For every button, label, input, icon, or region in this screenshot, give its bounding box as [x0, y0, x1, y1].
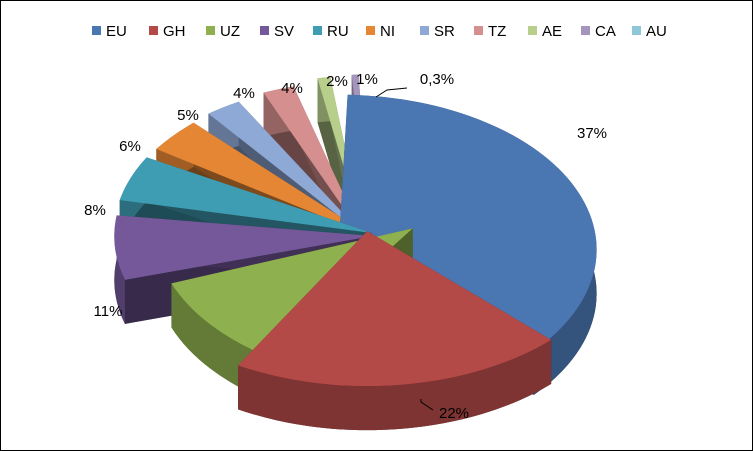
- data-label-sv: 8%: [84, 202, 106, 219]
- legend: EU GH UZ SV RU NI SR TZ AE CA AU: [92, 23, 667, 40]
- data-label-ca: 1%: [356, 71, 378, 88]
- data-label-gh: 22%: [439, 405, 469, 422]
- leader-line-au: [375, 87, 408, 98]
- slice-top-eu: [338, 94, 597, 351]
- slice-top-ru: [119, 157, 372, 233]
- slice-gh: [238, 231, 552, 431]
- legend-label-sv: SV: [274, 23, 294, 40]
- legend-swatch-tz: [474, 26, 483, 35]
- legend-swatch-au: [632, 26, 641, 35]
- data-label-tz: 4%: [281, 80, 303, 97]
- data-label-ni: 5%: [177, 107, 199, 124]
- data-label-ae: 2%: [326, 73, 348, 90]
- legend-swatch-gh: [149, 26, 158, 35]
- slice-rim-gh: [238, 339, 552, 431]
- data-labels: 37% 22% 11% 8% 6% 5% 4% 4% 2% 1% 0,3%: [84, 71, 607, 422]
- slice-top-sr: [208, 101, 366, 237]
- legend-swatch-eu: [92, 26, 101, 35]
- legend-label-gh: GH: [163, 23, 186, 40]
- data-label-eu: 37%: [577, 125, 607, 142]
- data-label-sr: 4%: [233, 85, 255, 102]
- legend-label-ru: RU: [327, 23, 349, 40]
- pie-plot: [114, 74, 597, 431]
- legend-swatch-sv: [260, 26, 269, 35]
- legend-swatch-ae: [528, 26, 537, 35]
- legend-swatch-sr: [420, 26, 429, 35]
- legend-label-tz: TZ: [488, 23, 506, 40]
- legend-label-eu: EU: [106, 23, 127, 40]
- legend-label-uz: UZ: [220, 23, 240, 40]
- legend-label-ni: NI: [380, 23, 395, 40]
- slice-top-sv: [114, 215, 373, 280]
- legend-swatch-ca: [581, 26, 590, 35]
- legend-label-sr: SR: [434, 23, 455, 40]
- legend-label-ae: AE: [542, 23, 562, 40]
- legend-label-au: AU: [646, 23, 667, 40]
- slice-top-gh: [238, 231, 552, 387]
- legend-label-ca: CA: [595, 23, 616, 40]
- slice-top-ni: [156, 122, 371, 236]
- data-label-au: 0,3%: [420, 71, 454, 88]
- slice-rim-sv: [114, 215, 125, 324]
- legend-swatch-ru: [313, 26, 322, 35]
- slice-top-tz: [263, 86, 363, 236]
- data-label-uz: 11%: [94, 303, 123, 320]
- leader-line-gh: [420, 399, 434, 411]
- data-label-ru: 6%: [119, 138, 141, 155]
- legend-swatch-ni: [366, 26, 375, 35]
- legend-swatch-uz: [206, 26, 215, 35]
